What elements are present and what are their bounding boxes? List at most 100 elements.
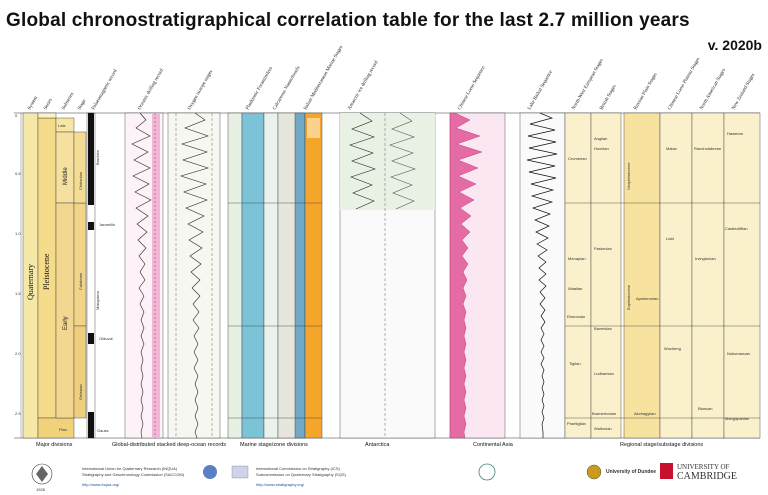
bramertonian-label: Bramertonian: [592, 411, 616, 416]
oceanic-record: [124, 112, 164, 439]
oxygen-record: [167, 112, 221, 439]
olduvai-label: Olduvai: [99, 336, 113, 341]
inqua-sub: Stratigraphy and Geochronology Commissio…: [82, 472, 185, 477]
castlecliffian-label: Castlecliffian: [725, 226, 748, 231]
pleistocene-label: Pleistocene: [42, 253, 51, 290]
early-block: [55, 202, 75, 419]
haweran-label: Haweran: [727, 131, 743, 136]
malan-label: Malan: [666, 146, 677, 151]
lishi-label: Lishi: [666, 236, 674, 241]
sqs-logo: [231, 465, 249, 479]
chinese-col: [659, 112, 693, 439]
mangapanian-label: Mangapanian: [725, 416, 749, 421]
chibanian-label: Chibanian: [78, 172, 83, 190]
chibanian-block: [73, 131, 87, 204]
ics-sub: Subcommission on Quaternary Stratigraphy…: [256, 472, 346, 477]
gelasian-label: Gelasian: [78, 384, 83, 400]
continental-asia: [449, 112, 566, 439]
header-chinese: Chinese Loess Plateau Stages: [667, 57, 701, 111]
gauss-label: Gauss: [97, 428, 109, 433]
age-tick-2: 2.0: [15, 351, 21, 356]
baikal-curve: [526, 112, 558, 438]
ludhamian-label: Ludhamian: [594, 371, 614, 376]
british-col: [590, 112, 622, 439]
jaramillo-normal: [88, 222, 94, 230]
ics-text: International Commission on Stratigraphy…: [256, 466, 340, 471]
wucheng-label: Wucheng: [664, 346, 681, 351]
quaternary-label: Quaternary: [26, 264, 35, 300]
header-north-american: North American Stages: [699, 68, 727, 111]
header-stage: Stage: [77, 98, 87, 111]
chart-title: Global chronostratigraphical correlation…: [6, 10, 690, 31]
nukumaruan-label: Nukumaruan: [727, 351, 750, 356]
jaramillo-label: Jaramillo: [99, 222, 116, 227]
loess-curve: [449, 112, 483, 439]
pliocene-block: [37, 417, 75, 439]
age-tick-1: 1.0: [15, 231, 21, 236]
oxygen-curve: [179, 112, 210, 439]
apsheronian-label: Apsheronian: [636, 296, 658, 301]
middle-label: Middle: [63, 167, 69, 185]
dundee-name: University of Dundee: [606, 469, 657, 475]
antarctica-curve-2: [389, 112, 416, 210]
early-label: Early: [63, 316, 69, 330]
region-asia: Continental Asia: [473, 442, 514, 448]
header-british: British Stages: [599, 84, 617, 111]
region-captions: Major divisions Global-distributed stack…: [36, 442, 703, 448]
header-lake: Lake Baikal Sequence: [527, 69, 554, 111]
brunhes-normal: [88, 113, 94, 205]
header-oceanic: Oceanic drilling record: [137, 68, 165, 111]
marine-zones: [227, 112, 323, 439]
pretiglian-label: Praetiglian: [567, 421, 586, 426]
tiglian-label: Tiglian: [569, 361, 581, 366]
age-tick-25: 2.5: [15, 411, 21, 416]
calabrian-block: [73, 202, 87, 327]
header-nz: New Zealand Stages: [731, 73, 756, 111]
region-major: Major divisions: [36, 442, 73, 448]
header-antarctica: Antarctic ice drilling record: [347, 60, 379, 111]
column-headers: System Series Subseries Stage Palaeomagn…: [27, 45, 756, 111]
header-marine-stages: Italian Mediterranean Marine Stages: [303, 45, 344, 111]
footer-logos: 1928: [31, 463, 673, 492]
oceanic-curve: [131, 112, 152, 439]
matuyama-label: Matuyama: [95, 291, 100, 310]
brunhes-label: Brunhes: [95, 150, 100, 165]
ics-globe-logo: [203, 465, 217, 479]
cambridge-line2: CAMBRIDGE: [677, 471, 738, 482]
nz-col: [723, 112, 761, 439]
age-tick-0: 0: [15, 113, 18, 118]
rancholabrean-label: Rancholabrean: [694, 146, 721, 151]
cambridge-crest: [660, 463, 673, 479]
ics-url[interactable]: http://www.stratigraphy.org/: [256, 482, 305, 487]
olduvai-normal: [88, 333, 94, 344]
waalian-label: Waalian: [568, 286, 582, 291]
header-magnetostrat: Palaeomagnetic record: [91, 69, 118, 111]
gelasian-block: [73, 325, 87, 419]
regional-stages: Cromerian Menapian Waalian Eburonian Tig…: [564, 112, 761, 439]
region-antarctica: Antarctica: [365, 442, 390, 448]
age-tick-05: 0.5: [15, 171, 21, 176]
header-loess: Chinese Loess Sequence: [457, 65, 486, 111]
waltonian-label: Waltonian: [594, 426, 612, 431]
inqua-url[interactable]: http://www.inqua.org/: [82, 482, 120, 487]
header-nw-europe: North-West European Stages: [571, 58, 604, 111]
age-scale-left: 0 0.5 1.0 1.5 2.0 2.5: [15, 113, 21, 438]
nw-europe-col: [564, 112, 592, 439]
dundee-logo: [586, 464, 602, 480]
header-russian: Russian Plain Stages: [633, 72, 658, 111]
region-regional: Regional stage/substage divisions: [620, 442, 703, 448]
gauss-normal: [88, 412, 94, 438]
pastonian-label: Pastonian: [594, 246, 612, 251]
major-divisions: Quaternary Pleistocene Middle Early Late…: [22, 112, 87, 439]
north-american-col: [691, 112, 725, 439]
inqua-year: 1928: [36, 487, 46, 492]
holocene-block: [37, 112, 57, 119]
neopleistocene-label: Neopleistocene: [626, 162, 631, 190]
russian-col: [623, 112, 661, 439]
baventian-label: Baventian: [594, 326, 612, 331]
cromerian-label: Cromerian: [568, 156, 587, 161]
region-deep-sea: Global-distributed stacked deep-ocean re…: [112, 442, 226, 448]
region-marine: Marine stage/zone divisions: [240, 442, 308, 448]
antarctica-record: [339, 112, 436, 439]
